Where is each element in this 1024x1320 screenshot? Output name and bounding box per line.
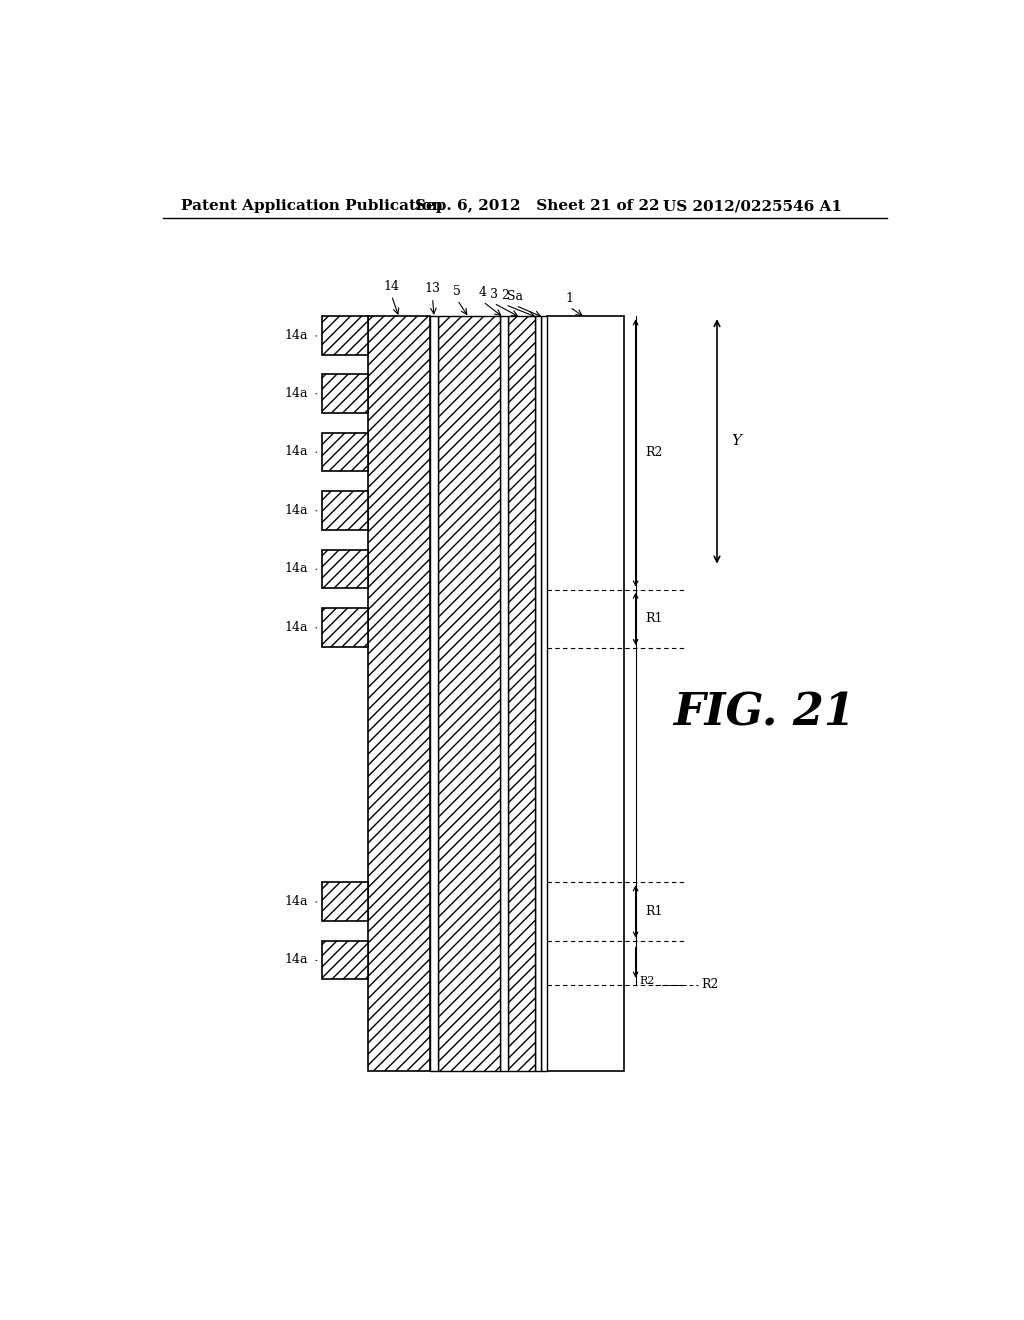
Bar	[322, 549, 369, 589]
Text: 2: 2	[502, 289, 509, 302]
Bar	[508, 317, 535, 1071]
Bar	[535, 317, 541, 1071]
Text: Sep. 6, 2012   Sheet 21 of 22: Sep. 6, 2012 Sheet 21 of 22	[415, 199, 659, 213]
Bar	[322, 609, 369, 647]
Text: Sa: Sa	[508, 290, 523, 304]
Text: R1: R1	[645, 612, 663, 626]
Text: R1: R1	[645, 906, 663, 917]
Bar	[541, 317, 547, 1071]
Text: 14a: 14a	[285, 504, 308, 517]
Bar	[322, 882, 369, 921]
Text: FIG. 21: FIG. 21	[673, 692, 854, 734]
Text: 5: 5	[454, 285, 462, 298]
Text: US 2012/0225546 A1: US 2012/0225546 A1	[663, 199, 842, 213]
Bar	[322, 317, 369, 355]
Text: 14a: 14a	[285, 620, 308, 634]
Text: 14a: 14a	[285, 895, 308, 908]
Bar	[430, 317, 438, 1071]
Bar	[547, 317, 624, 1071]
Text: 13: 13	[425, 282, 440, 296]
Text: 14a: 14a	[285, 387, 308, 400]
Text: 4: 4	[479, 286, 487, 300]
Bar	[369, 317, 430, 1071]
Text: 14a: 14a	[285, 329, 308, 342]
Text: 14a: 14a	[285, 953, 308, 966]
Text: R2: R2	[640, 975, 655, 986]
Bar	[438, 317, 500, 1071]
Text: R2: R2	[701, 978, 719, 991]
Text: 14: 14	[384, 280, 399, 293]
Bar	[500, 317, 508, 1071]
Text: Patent Application Publication: Patent Application Publication	[180, 199, 442, 213]
Text: Y: Y	[731, 434, 741, 447]
Text: 14a: 14a	[285, 562, 308, 576]
Bar	[322, 941, 369, 979]
Text: 1: 1	[565, 292, 573, 305]
Text: 3: 3	[489, 288, 498, 301]
Bar	[322, 491, 369, 529]
Bar	[322, 374, 369, 412]
Text: R2: R2	[645, 446, 663, 459]
Text: 14a: 14a	[285, 445, 308, 458]
Bar	[322, 433, 369, 471]
